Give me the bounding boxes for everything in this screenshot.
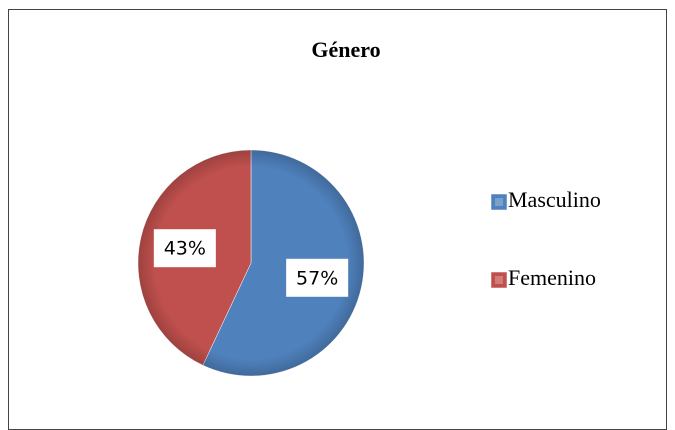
data-label-box bbox=[286, 258, 349, 297]
data-label: 43% bbox=[164, 238, 206, 260]
data-label-box bbox=[153, 229, 216, 268]
data-label: 57% bbox=[296, 267, 338, 289]
legend-label: Femenino bbox=[508, 265, 596, 290]
legend-label: Masculino bbox=[508, 187, 601, 212]
legend-swatch-inner bbox=[495, 276, 503, 284]
legend-swatch bbox=[490, 193, 508, 211]
legend-swatch bbox=[490, 271, 508, 289]
legend-swatch-inner bbox=[495, 198, 503, 206]
chart-title: Género bbox=[311, 37, 380, 62]
